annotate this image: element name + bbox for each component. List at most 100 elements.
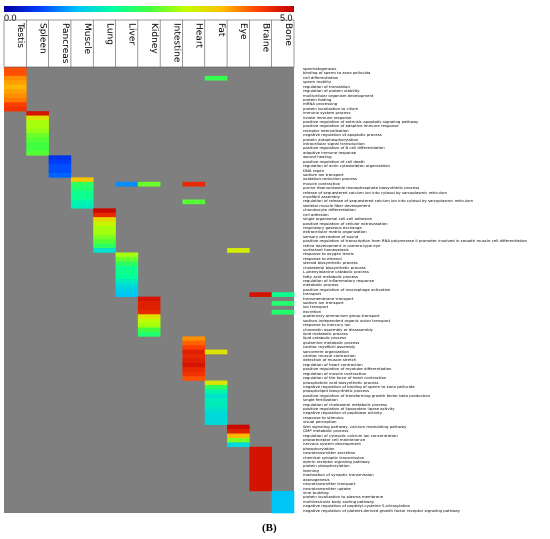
heatmap-cell (115, 252, 139, 258)
row-label: single fertilization (303, 397, 338, 403)
heatmap-cell (4, 75, 27, 81)
heatmap-cell (48, 172, 72, 178)
row-label: regulation of actin cytoskeleton organiz… (303, 163, 390, 169)
row-label: immune system process (303, 110, 351, 116)
row-label: axonogenesis (303, 476, 330, 482)
heatmap-cell (4, 93, 27, 99)
heatmap-cell (4, 71, 27, 77)
heatmap-cell (137, 318, 161, 324)
heatmap-cell (4, 106, 27, 112)
row-label: extracellular matrix organization (303, 229, 367, 235)
heatmap-cell (249, 460, 272, 465)
heatmap-cell (48, 168, 72, 174)
row-label: cell differentiation (303, 74, 339, 80)
row-label: cardiac muscle contraction (303, 353, 356, 359)
heatmap-cell (137, 181, 161, 187)
row-label: negative regulation of peptidase activit… (303, 410, 383, 416)
heatmap-cell (182, 345, 206, 350)
row-label: respiratory gaseous exchange (303, 224, 362, 230)
heatmap-cell (182, 181, 206, 187)
row-label: regulation of protein stability (303, 88, 360, 94)
column-label: Eye (238, 23, 248, 40)
row-label: sarcomere organization (303, 348, 349, 354)
row-label: viral budding (303, 489, 329, 495)
row-label: myofibril assembly (303, 194, 340, 200)
heatmap-cell (271, 504, 295, 509)
heatmap-cell (204, 407, 228, 412)
heatmap-cell (93, 248, 116, 253)
heatmap-cell (4, 89, 27, 94)
column-label: Pancreas (60, 23, 70, 64)
row-label: regulation of cytosolic calcium ion conc… (303, 432, 398, 438)
heatmap-cell (26, 124, 49, 130)
heatmap-cell (249, 473, 272, 478)
row-label: sensory perception of sound (303, 233, 359, 239)
row-label: positive regulation of cellular extravas… (303, 220, 388, 226)
row-label: positive regulation of transcription fro… (303, 238, 527, 244)
heatmap-cell (204, 393, 228, 399)
heatmap-cell (93, 217, 116, 222)
column-label: Intestine (171, 23, 181, 63)
row-label: cardiac myofibril assembly (303, 344, 356, 350)
column-label: Testis (15, 22, 25, 48)
heatmap-cell (26, 128, 49, 134)
row-label: chondrocyte differentiation (303, 207, 356, 213)
heatmap-cell (137, 327, 161, 333)
heatmap-cell (115, 287, 139, 293)
heatmap-cell (115, 265, 139, 271)
row-label: fatty acid metabolic process (303, 273, 359, 279)
row-label: regulation of cholesterol metabolic proc… (303, 401, 388, 407)
row-label: cell adhesion (303, 211, 329, 217)
row-label: multicellular organism development (303, 92, 374, 98)
row-label: innate immune response (303, 114, 352, 120)
column-label: Fat (216, 23, 226, 37)
row-label: negative regulation of peptidyl-cysteine… (303, 503, 411, 509)
row-label: response to ethanol (303, 255, 342, 261)
heatmap-cell (26, 111, 49, 116)
heatmap-cell (137, 309, 161, 315)
row-label: sodium ion transport (303, 171, 344, 177)
row-label: response to oxygen levels (303, 251, 354, 257)
row-label: mRNA processing (303, 101, 338, 107)
row-label: response to mercury ion (303, 322, 351, 328)
heatmap-cell (271, 292, 295, 297)
column-label: Spleen (37, 23, 47, 54)
column-label: Liver (127, 23, 137, 45)
heatmap-cell (182, 367, 206, 372)
heatmap-cell (26, 133, 49, 138)
row-label: oxidation-reduction process (303, 176, 357, 182)
heatmap-cell (227, 437, 250, 443)
row-label: positive regulation of extrinsic apoptot… (303, 118, 419, 124)
heatmap-cell (249, 486, 272, 492)
row-label: purine ribonucleoside monophosphate bios… (303, 185, 420, 191)
heatmap-cell (115, 278, 139, 284)
row-label: phosphatidic acid biosynthetic process (303, 379, 379, 385)
row-label: Wnt signaling pathway, calcium modulatin… (303, 423, 407, 429)
heatmap-cell (4, 80, 27, 85)
row-label: phospholipid biosynthetic process (303, 388, 370, 394)
row-label: L-phenylalanine catabolic process (303, 269, 369, 275)
heatmap-cell (115, 256, 139, 262)
heatmap-cell (182, 336, 206, 342)
heatmap-cell (93, 243, 116, 249)
heatmap-cell (227, 248, 250, 253)
row-label: negative regulation of apoptotic process (303, 132, 382, 138)
heatmap-cell (271, 499, 295, 505)
row-label: negative regulation of binding of sperm … (303, 383, 415, 389)
heatmap-cell (48, 159, 72, 165)
column-label: Muscle (82, 23, 92, 55)
row-label: transport (303, 291, 321, 297)
colorbar (4, 6, 294, 12)
heatmap-cell (204, 389, 228, 395)
heatmap-cell (137, 314, 161, 320)
heatmap-cell (26, 137, 49, 143)
row-label: protein autophosphorylation (303, 136, 359, 142)
heatmap-cell (227, 442, 250, 448)
row-label: ephrin receptor signaling pathway (303, 459, 370, 464)
panel-label: (B) (262, 522, 277, 534)
row-label: neurotransmitter uptake (303, 485, 351, 491)
row-label: sperm motility (303, 79, 332, 85)
row-label: modulation of synaptic transmission (303, 472, 374, 478)
heatmap-cell (227, 433, 250, 439)
